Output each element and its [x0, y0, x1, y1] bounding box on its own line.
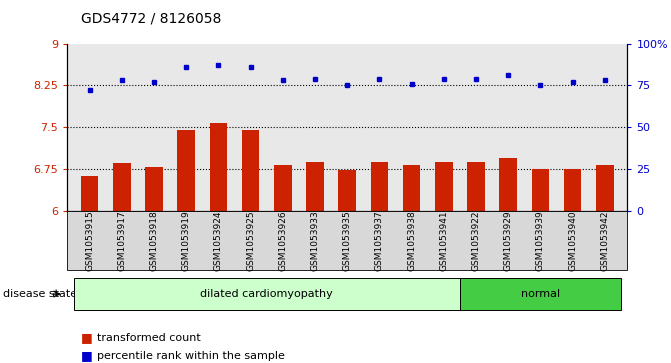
Text: GDS4772 / 8126058: GDS4772 / 8126058 — [81, 11, 221, 25]
Text: ■: ■ — [81, 331, 93, 344]
Bar — [499, 158, 517, 211]
Bar — [81, 176, 99, 211]
Bar — [370, 162, 389, 211]
Text: GSM1053926: GSM1053926 — [278, 210, 287, 271]
Text: GSM1053925: GSM1053925 — [246, 210, 255, 271]
Bar — [564, 169, 582, 211]
Text: transformed count: transformed count — [97, 333, 201, 343]
Text: GSM1053933: GSM1053933 — [311, 210, 319, 271]
Text: GSM1053940: GSM1053940 — [568, 210, 577, 271]
Bar — [145, 167, 163, 211]
Bar — [403, 165, 421, 211]
Text: ■: ■ — [81, 349, 93, 362]
Bar — [274, 165, 292, 211]
Text: GSM1053941: GSM1053941 — [440, 210, 448, 271]
Text: GSM1053935: GSM1053935 — [343, 210, 352, 271]
Bar — [338, 170, 356, 211]
Bar — [596, 165, 614, 211]
Bar — [113, 163, 131, 211]
Bar — [467, 162, 485, 211]
Text: GSM1053915: GSM1053915 — [85, 210, 94, 271]
Bar — [209, 123, 227, 211]
Bar — [177, 130, 195, 211]
Bar — [242, 130, 260, 211]
Text: GSM1053924: GSM1053924 — [214, 210, 223, 271]
Text: GSM1053942: GSM1053942 — [601, 210, 609, 271]
Text: GSM1053919: GSM1053919 — [182, 210, 191, 271]
Text: GSM1053939: GSM1053939 — [536, 210, 545, 271]
Text: GSM1053917: GSM1053917 — [117, 210, 126, 271]
Bar — [531, 169, 550, 211]
Text: disease state: disease state — [3, 289, 77, 299]
Text: GSM1053929: GSM1053929 — [504, 210, 513, 271]
Text: GSM1053922: GSM1053922 — [472, 210, 480, 271]
Text: GSM1053938: GSM1053938 — [407, 210, 416, 271]
Text: percentile rank within the sample: percentile rank within the sample — [97, 351, 285, 361]
Bar — [306, 162, 324, 211]
Text: GSM1053937: GSM1053937 — [375, 210, 384, 271]
Bar — [435, 162, 453, 211]
Text: GSM1053918: GSM1053918 — [150, 210, 158, 271]
Text: dilated cardiomyopathy: dilated cardiomyopathy — [201, 289, 333, 299]
Text: normal: normal — [521, 289, 560, 299]
